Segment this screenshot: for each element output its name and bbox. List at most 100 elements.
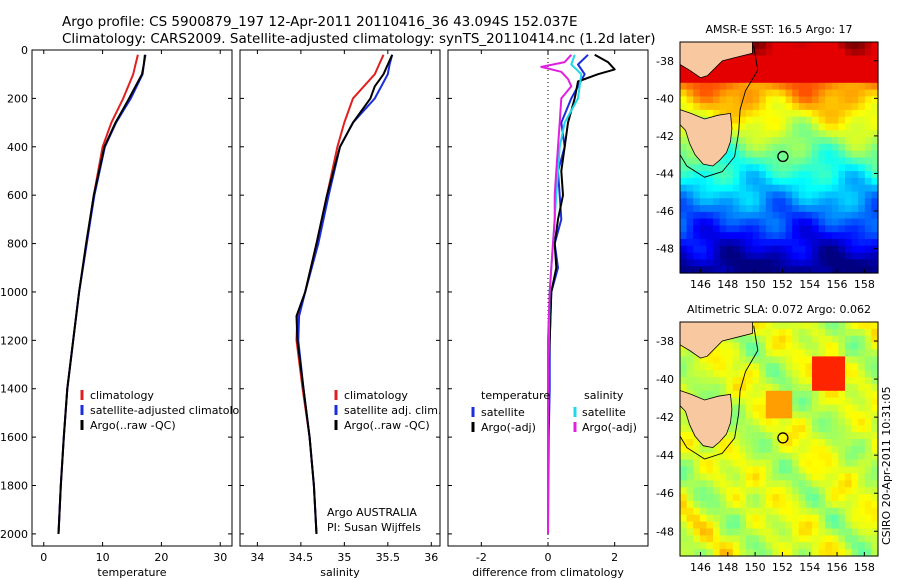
map-cell [785, 521, 793, 530]
map-cell [818, 377, 826, 385]
map-cell [792, 342, 800, 351]
map-cell [772, 328, 780, 337]
map-cell [798, 452, 806, 461]
map-cell [765, 473, 773, 481]
map-cell [825, 89, 833, 97]
map-cell [759, 218, 767, 226]
map-cell [864, 55, 872, 63]
map-cell [845, 96, 853, 104]
map-cell [746, 542, 754, 550]
map-cell [779, 96, 787, 104]
map-cell [759, 96, 767, 104]
map-cell [746, 157, 754, 165]
map-cell [765, 342, 773, 351]
map-cell [779, 418, 787, 426]
map-cell [759, 55, 767, 63]
map-cell [772, 123, 780, 131]
map-cell [825, 109, 833, 118]
map-cell [759, 103, 767, 111]
map-cell [845, 76, 853, 84]
map-cell [818, 211, 826, 220]
map-cell [858, 390, 866, 399]
map-cell [765, 164, 773, 172]
map-cell [765, 225, 773, 233]
map-cell [864, 383, 872, 392]
map-cell [759, 130, 767, 138]
map-cell [732, 96, 740, 104]
map-cell [805, 205, 813, 213]
map-cell [805, 377, 813, 385]
map-cell [831, 76, 839, 84]
map-cell [805, 335, 813, 344]
map-cell [785, 480, 793, 488]
legend-entry: Argo(..raw -QC) [90, 419, 176, 432]
map-cell [785, 363, 793, 371]
map-cell [732, 177, 740, 186]
map-cell [693, 452, 701, 461]
map-cell [719, 164, 727, 172]
map-cell [851, 252, 859, 260]
map-cell [818, 480, 826, 488]
map-cell [871, 390, 879, 399]
map-cell [785, 177, 793, 186]
map-cell [812, 109, 820, 118]
map-cell [713, 239, 721, 247]
map-cell [713, 349, 721, 357]
map-cell [818, 514, 826, 523]
map-cell [812, 322, 820, 330]
map-cell [719, 480, 727, 488]
map-cell [726, 205, 734, 213]
map-cell [746, 177, 754, 186]
map-cell [798, 137, 806, 145]
map-cell [686, 218, 694, 226]
map-cell [699, 494, 707, 502]
map-cell [759, 171, 767, 179]
map-cell [746, 383, 754, 392]
map-cell [851, 328, 859, 337]
map-cell [752, 411, 760, 419]
map-cell [812, 232, 820, 240]
map-cell [719, 459, 727, 468]
map-cell [699, 177, 707, 186]
map-cell [812, 89, 820, 97]
map-cell [818, 62, 826, 70]
map-cell [706, 494, 714, 502]
x-tick-label: 150 [745, 561, 766, 574]
map-cell [864, 69, 872, 77]
map-cell [818, 89, 826, 97]
map-cell [831, 432, 839, 440]
map-cell [792, 514, 800, 523]
map-cell [772, 514, 780, 523]
map-cell [739, 245, 747, 254]
map-cell [798, 487, 806, 495]
map-cell [732, 198, 740, 206]
map-cell [812, 356, 820, 364]
map-cell [693, 535, 701, 543]
map-cell [845, 363, 853, 371]
map-cell [831, 96, 839, 104]
map-cell [719, 157, 727, 165]
x-tick-label: 35 [337, 551, 351, 564]
legend-entry: Argo(-adj) [582, 421, 637, 434]
map-cell [739, 528, 747, 536]
map-cell [812, 191, 820, 199]
map-cell [831, 349, 839, 357]
map-cell [798, 411, 806, 419]
map-cell [739, 521, 747, 530]
map-cell [779, 245, 787, 254]
map-cell [858, 55, 866, 63]
map-cell [798, 123, 806, 131]
map-cell [746, 390, 754, 399]
map-cell [825, 390, 833, 399]
x-tick-label: 152 [772, 561, 793, 574]
map-cell [805, 266, 813, 274]
map-cell [713, 96, 721, 104]
map-cell [706, 171, 714, 179]
map-cell [792, 445, 800, 454]
map-cell [838, 137, 846, 145]
x-tick-label: 154 [799, 278, 820, 291]
map-cell [765, 116, 773, 125]
map-cell [845, 445, 853, 454]
map-cell [719, 377, 727, 385]
map-cell [726, 480, 734, 488]
